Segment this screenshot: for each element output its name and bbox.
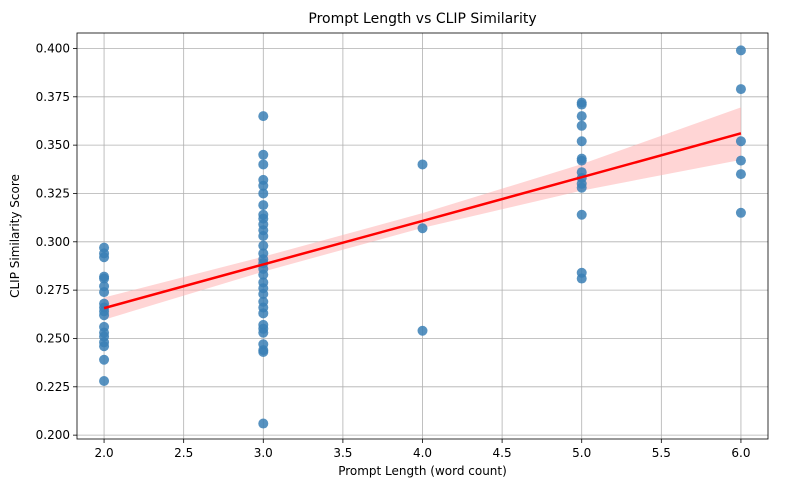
data-point-2 [99, 252, 110, 263]
x-axis-ticks: 2.0 2.5 3.0 3.5 4.0 4.5 5.0 5.5 6.0 [95, 439, 750, 460]
data-point-54 [576, 111, 587, 122]
x-tick-label-2: 3.0 [254, 446, 273, 460]
data-point-19 [258, 149, 269, 160]
data-point-58 [576, 155, 587, 166]
y-tick-label-1: 0.225 [36, 380, 70, 394]
data-point-4 [99, 273, 110, 284]
data-point-30 [258, 240, 269, 251]
grid [77, 33, 768, 439]
data-point-38 [258, 289, 269, 299]
data-point-17 [99, 376, 110, 386]
data-point-24 [258, 200, 269, 211]
y-axis-ticks: 0.200 0.225 0.250 0.275 0.300 0.325 0.350 0.375… [36, 41, 77, 442]
data-point-16 [99, 354, 110, 365]
data-point-68 [735, 136, 746, 147]
y-tick-label-7: 0.375 [36, 90, 70, 104]
data-point-69 [735, 155, 746, 166]
data-point-71 [735, 207, 746, 218]
x-tick-label-1: 2.5 [174, 446, 193, 460]
data-point-18 [258, 111, 269, 122]
y-tick-label-4: 0.300 [36, 235, 70, 249]
data-point-22 [258, 180, 269, 191]
x-tick-label-6: 5.0 [572, 446, 591, 460]
x-tick-label-3: 3.5 [333, 446, 352, 460]
x-tick-label-0: 2.0 [95, 446, 114, 460]
y-tick-label-8: 0.400 [36, 41, 70, 55]
data-point-56 [576, 136, 587, 147]
data-point-48 [258, 418, 269, 429]
x-axis-title: Prompt Length (word count) [338, 464, 507, 478]
data-point-70 [735, 169, 746, 180]
y-axis-title: CLIP Similarity Score [8, 174, 22, 298]
data-point-41 [258, 308, 269, 319]
y-tick-label-3: 0.275 [36, 283, 70, 297]
data-point-29 [258, 231, 269, 241]
y-tick-label-6: 0.350 [36, 138, 70, 152]
y-tick-label-5: 0.325 [36, 186, 70, 200]
data-point-63 [576, 209, 587, 220]
data-point-6 [99, 287, 110, 298]
data-point-15 [99, 341, 110, 352]
data-point-35 [258, 269, 269, 280]
data-point-20 [258, 159, 269, 170]
data-point-47 [258, 347, 269, 357]
regression-line [103, 132, 742, 310]
data-point-51 [417, 325, 428, 336]
data-point-65 [576, 273, 587, 284]
data-point-50 [417, 223, 428, 234]
regression-line-group [103, 132, 742, 310]
chart-title: Prompt Length vs CLIP Similarity [308, 11, 536, 27]
data-point-55 [576, 120, 587, 131]
y-tick-label-0: 0.200 [36, 428, 70, 442]
data-point-53 [576, 99, 587, 110]
data-point-62 [576, 182, 587, 193]
y-tick-label-2: 0.250 [36, 331, 70, 345]
data-point-10 [99, 310, 110, 321]
data-point-49 [417, 159, 428, 170]
data-point-44 [258, 327, 269, 338]
data-point-23 [258, 188, 269, 199]
x-tick-label-8: 6.0 [731, 446, 750, 460]
x-tick-label-4: 4.0 [413, 446, 432, 460]
data-point-67 [735, 84, 746, 95]
data-point-66 [735, 45, 746, 56]
x-tick-label-5: 4.5 [493, 446, 512, 460]
x-tick-label-7: 5.5 [652, 446, 671, 460]
